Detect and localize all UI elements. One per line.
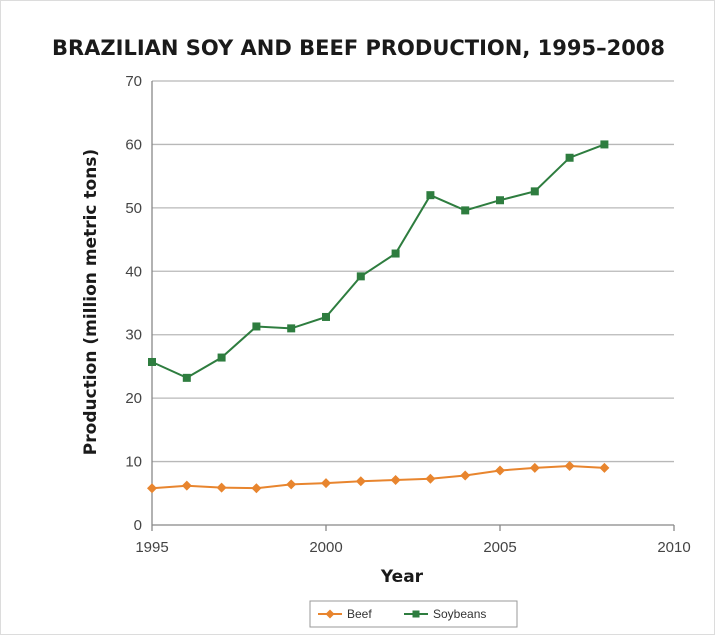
y-tick-label-40: 40 bbox=[125, 263, 142, 280]
beef-point bbox=[425, 473, 436, 484]
x-tick-label-2010: 2010 bbox=[657, 539, 690, 556]
x-tick-label-1995: 1995 bbox=[135, 539, 168, 556]
soybeans-point bbox=[182, 373, 191, 382]
beef-point bbox=[460, 470, 471, 481]
x-tick-label-2005: 2005 bbox=[483, 539, 516, 556]
soybeans-point bbox=[426, 191, 435, 200]
soybeans-point bbox=[148, 357, 156, 366]
axes bbox=[151, 81, 675, 531]
x-tick-label-2000: 2000 bbox=[309, 539, 342, 556]
y-tick-label-70: 70 bbox=[125, 73, 142, 90]
grid bbox=[152, 80, 674, 463]
chart-title: BRAZILIAN SOY AND BEEF PRODUCTION, 1995–… bbox=[52, 36, 665, 60]
soybeans-line bbox=[151, 143, 605, 379]
beef-point bbox=[147, 483, 157, 494]
beef-point bbox=[251, 483, 262, 494]
x-tick-labels: 1995 2000 2005 2010 bbox=[135, 539, 690, 556]
beef-point bbox=[321, 478, 331, 489]
beef-point bbox=[181, 480, 192, 491]
legend: Beef Soybeans bbox=[309, 600, 518, 628]
y-tick-labels: 0 10 20 30 40 50 60 70 bbox=[125, 73, 142, 534]
soybeans-point bbox=[252, 322, 261, 331]
y-tick-label-60: 60 bbox=[125, 136, 142, 153]
x-axis-label: Year bbox=[380, 567, 424, 587]
y-tick-label-20: 20 bbox=[125, 390, 142, 407]
legend-label-soybeans: Soybeans bbox=[433, 607, 486, 621]
legend-marker-beef bbox=[325, 609, 335, 619]
soybeans-point bbox=[496, 196, 504, 205]
soybeans-point bbox=[356, 272, 365, 281]
beef-point bbox=[564, 461, 575, 472]
beef-point bbox=[495, 465, 505, 476]
y-tick-label-0: 0 bbox=[134, 517, 142, 534]
beef-point bbox=[216, 482, 227, 493]
legend-label-beef: Beef bbox=[347, 607, 372, 621]
beef-point bbox=[286, 479, 297, 490]
soybeans-point bbox=[322, 312, 330, 321]
y-tick-label-10: 10 bbox=[125, 454, 142, 471]
series-layer bbox=[147, 140, 610, 494]
y-tick-label-30: 30 bbox=[125, 327, 142, 344]
legend-marker-soybeans bbox=[412, 610, 420, 618]
y-axis-label: Production (million metric tons) bbox=[81, 149, 101, 455]
beef-point bbox=[355, 476, 366, 487]
soybeans-point bbox=[217, 353, 226, 362]
soybeans-point bbox=[391, 249, 400, 258]
soybeans-point bbox=[461, 206, 470, 215]
beef-point bbox=[529, 462, 540, 473]
y-tick-label-50: 50 bbox=[125, 200, 142, 217]
beef-point bbox=[599, 462, 610, 473]
soybeans-point bbox=[287, 324, 296, 333]
beef-point bbox=[390, 474, 401, 485]
soybeans-point bbox=[600, 140, 609, 149]
beef-line bbox=[151, 464, 605, 490]
soybeans-point bbox=[530, 187, 539, 196]
soybeans-point bbox=[565, 153, 574, 162]
